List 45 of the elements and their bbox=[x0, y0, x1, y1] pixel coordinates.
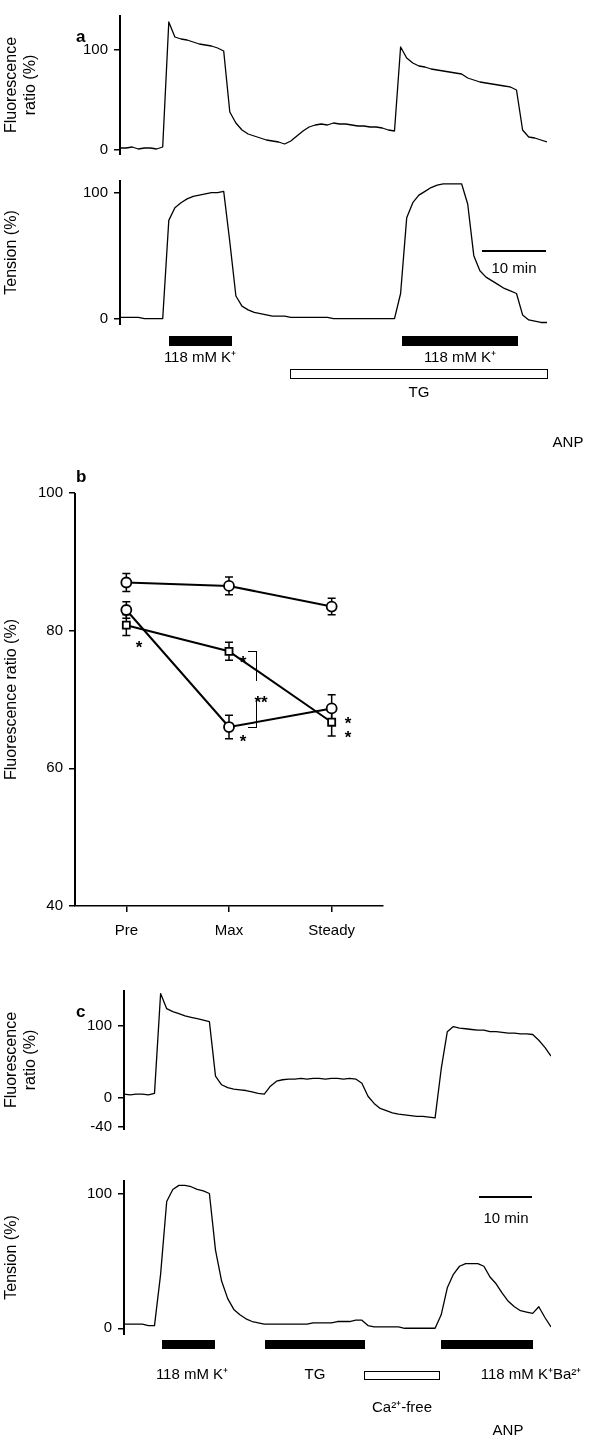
x-tick-label: Steady bbox=[308, 921, 356, 939]
y-tick-label: 0 bbox=[99, 140, 108, 158]
annotation: * bbox=[344, 727, 352, 748]
point bbox=[223, 580, 235, 592]
text: 118 mM K⁺ bbox=[163, 347, 237, 366]
text: Ca²⁺-free bbox=[371, 1397, 433, 1416]
y-axis-title: Fluorescence ratio (%) bbox=[2, 1011, 39, 1109]
y-axis-title: Fluorescence ratio (%) bbox=[2, 619, 20, 780]
y-tick-label: 100 bbox=[82, 182, 108, 200]
y-tick-label: 100 bbox=[86, 1016, 112, 1034]
point bbox=[224, 646, 234, 656]
point bbox=[120, 604, 133, 616]
text: 118 mM K⁺Ba²⁺ bbox=[480, 1364, 582, 1383]
text: a bbox=[76, 27, 86, 46]
y-tick-label: 0 bbox=[103, 1318, 112, 1336]
point bbox=[120, 576, 133, 589]
y-axis-title: Fluorescence ratio (%) bbox=[2, 36, 39, 134]
text: ANP bbox=[552, 432, 584, 451]
annotation: * bbox=[239, 731, 247, 752]
point bbox=[327, 717, 337, 727]
y-tick-label: 100 bbox=[37, 483, 63, 501]
text: c bbox=[76, 1002, 86, 1021]
y-tick-label: 100 bbox=[86, 1183, 112, 1201]
point bbox=[325, 702, 338, 715]
y-tick-label: -40 bbox=[90, 1116, 112, 1134]
y-axis-title: Tension (%) bbox=[2, 1215, 20, 1300]
text: TG bbox=[408, 382, 430, 401]
chart-title: b bbox=[76, 467, 87, 486]
y-tick-label: 80 bbox=[46, 620, 63, 638]
annotation: 10 min bbox=[483, 1208, 529, 1227]
y-axis-title: Tension (%) bbox=[2, 210, 20, 295]
point bbox=[223, 721, 235, 733]
annotation: * bbox=[135, 637, 143, 658]
x-tick-label: Pre bbox=[114, 921, 139, 939]
text: ANP bbox=[492, 1420, 524, 1439]
point bbox=[121, 620, 131, 630]
text: TG bbox=[304, 1364, 326, 1383]
y-tick-label: 60 bbox=[46, 758, 63, 776]
y-tick-label: 40 bbox=[46, 896, 63, 914]
y-tick-label: 0 bbox=[103, 1087, 112, 1105]
annotation: 10 min bbox=[491, 258, 537, 277]
text: 118 mM K⁺ bbox=[423, 347, 497, 366]
text: 118 mM K⁺ bbox=[155, 1364, 229, 1383]
x-tick-label: Max bbox=[214, 921, 244, 939]
y-tick-label: 0 bbox=[99, 308, 108, 326]
